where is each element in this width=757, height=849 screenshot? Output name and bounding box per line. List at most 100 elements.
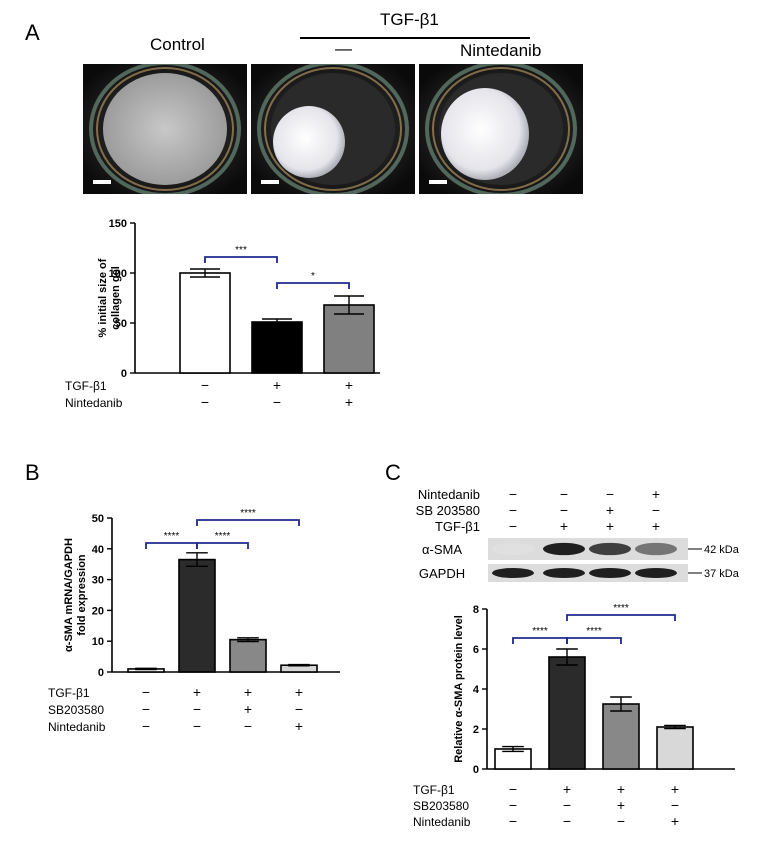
y-axis-label: % initial size of [97, 258, 109, 337]
bar [323, 304, 375, 374]
treatment-mark: − [509, 797, 517, 813]
y-tick-label: 2 [473, 724, 479, 736]
treatment-mark: − [509, 781, 517, 797]
treatment-mark: + [244, 701, 252, 717]
chart-b: 0 10 20 30 40 50 α-SMA mRNA/GAPDH fold expressi… [48, 508, 340, 734]
blot-treatment-label: SB 203580 [416, 503, 480, 518]
treatment-mark: + [273, 377, 281, 393]
y-tick-label: 0 [98, 667, 104, 679]
blot-treatment-mark: − [509, 502, 517, 518]
significance-bracket [566, 637, 622, 644]
blot-treatment-mark: − [606, 486, 614, 502]
treatment-mark: − [201, 377, 209, 393]
blot-band [543, 567, 585, 579]
treatment-mark: − [509, 813, 517, 829]
treatment-mark: + [563, 781, 571, 797]
treatment-mark: + [617, 797, 625, 813]
blot-treatment-mark: + [652, 486, 660, 502]
blot-treatment-mark: − [509, 486, 517, 502]
treatment-mark: − [671, 797, 679, 813]
significance-label: **** [586, 626, 602, 637]
bar [229, 638, 267, 673]
blot-size-label: 37 kDa [704, 568, 740, 580]
treatment-mark: + [617, 781, 625, 797]
treatment-mark: − [244, 718, 252, 734]
blot-treatment-mark: − [560, 486, 568, 502]
well-image-nintedanib [419, 64, 583, 194]
y-axis-label: fold expression [76, 554, 88, 636]
treatment-mark: − [617, 813, 625, 829]
control-label: Control [150, 35, 205, 54]
blot-treatment-label: TGF-β1 [435, 519, 480, 534]
significance-label: **** [215, 531, 231, 542]
treatment-mark: − [201, 394, 209, 410]
bar [656, 726, 694, 770]
blot-band [635, 542, 677, 556]
blot-band [543, 542, 585, 556]
blot-treatment-mark: − [652, 502, 660, 518]
y-tick-label: 100 [109, 268, 127, 280]
panel-a-letter: A [25, 20, 40, 45]
y-tick-label: 0 [473, 764, 479, 776]
treatment-label: Nintedanib [65, 396, 123, 410]
tgf-header-line [300, 37, 530, 39]
treatment-mark: − [142, 701, 150, 717]
y-tick-label: 150 [109, 218, 127, 230]
bar [251, 321, 303, 374]
significance-bracket [512, 637, 568, 644]
treatment-mark: − [142, 684, 150, 700]
blot-treatment-mark: − [560, 502, 568, 518]
treatment-label: SB203580 [48, 703, 104, 717]
blot-band-label: α-SMA [422, 542, 462, 557]
y-tick-label: 6 [473, 644, 479, 656]
y-tick-label: 10 [92, 636, 104, 648]
treatment-mark: − [193, 701, 201, 717]
treatment-label: Nintedanib [48, 720, 106, 734]
significance-bracket [204, 256, 278, 263]
blot-strip [488, 538, 688, 560]
blot-treatment-mark: − [509, 518, 517, 534]
significance-bracket [196, 519, 300, 526]
treatment-mark: − [295, 701, 303, 717]
treatment-mark: − [142, 718, 150, 734]
treatment-label: TGF-β1 [65, 379, 107, 393]
y-tick-label: 0 [121, 368, 127, 380]
blot-band [589, 567, 631, 579]
y-tick-label: 40 [92, 544, 104, 556]
significance-bracket [566, 614, 676, 621]
significance-label: **** [164, 531, 180, 542]
significance-bracket [196, 542, 249, 549]
no-drug-dash: — [335, 39, 352, 58]
tgf-header-label: TGF-β1 [380, 10, 439, 29]
blot-treatment-label: Nintedanib [418, 487, 480, 502]
y-tick-label: 50 [115, 318, 127, 330]
blot-band [492, 542, 534, 556]
significance-label: **** [613, 603, 629, 614]
panel-c-letter: C [385, 460, 401, 485]
blot-band [589, 542, 631, 556]
blot-treatment-mark: + [560, 518, 568, 534]
panel-b-letter: B [25, 460, 40, 485]
western-blot: Nintedanib − − − +SB 203580− − + −TGF-β1− + + +α-S… [416, 486, 740, 582]
treatment-mark: + [295, 684, 303, 700]
blot-strip [488, 564, 688, 582]
treatment-mark: + [295, 718, 303, 734]
treatment-mark: − [193, 718, 201, 734]
treatment-mark: + [345, 394, 353, 410]
treatment-mark: + [193, 684, 201, 700]
significance-label: **** [532, 626, 548, 637]
y-tick-label: 50 [92, 513, 104, 525]
significance-bracket [145, 542, 198, 549]
treatment-label: Nintedanib [413, 815, 471, 829]
blot-treatment-mark: + [652, 518, 660, 534]
treatment-mark: + [345, 377, 353, 393]
y-axis-label: Relative α-SMA protein level [453, 615, 465, 763]
blot-treatment-mark: + [606, 518, 614, 534]
bar [548, 656, 586, 770]
blot-band [635, 567, 677, 579]
y-axis-label: collagen gel [110, 266, 122, 330]
y-tick-label: 4 [473, 684, 480, 696]
blot-treatment-mark: + [606, 502, 614, 518]
treatment-mark: − [563, 797, 571, 813]
